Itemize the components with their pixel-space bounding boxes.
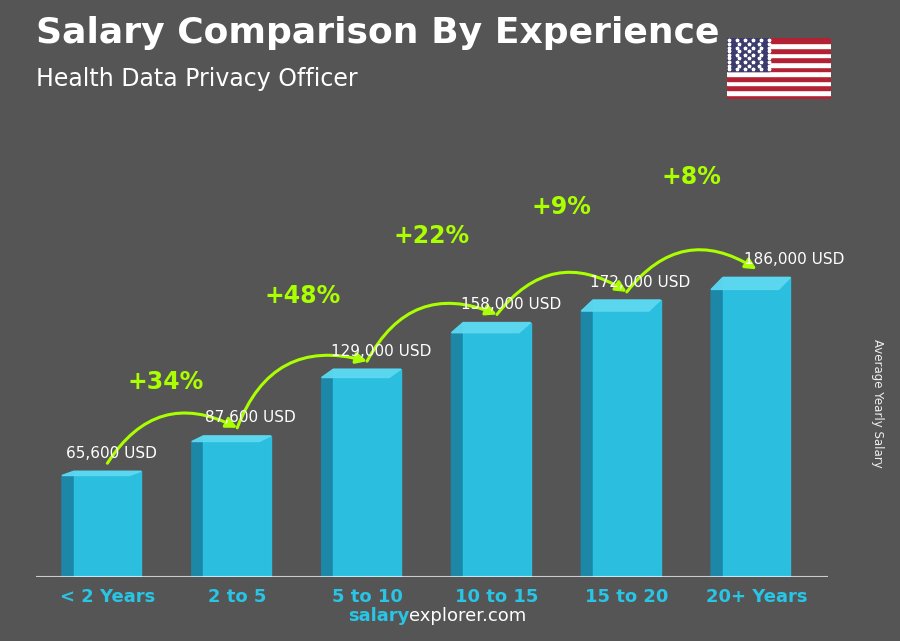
- Text: Health Data Privacy Officer: Health Data Privacy Officer: [36, 67, 357, 91]
- Text: 158,000 USD: 158,000 USD: [461, 297, 561, 312]
- Polygon shape: [203, 436, 271, 577]
- Bar: [727, 62, 831, 67]
- Bar: [727, 53, 831, 57]
- Text: 65,600 USD: 65,600 USD: [66, 446, 157, 461]
- Bar: [727, 76, 831, 81]
- Bar: [727, 43, 831, 48]
- Text: Average Yearly Salary: Average Yearly Salary: [871, 340, 884, 468]
- Text: +8%: +8%: [662, 165, 722, 189]
- Polygon shape: [464, 322, 531, 577]
- Text: +48%: +48%: [264, 284, 340, 308]
- Polygon shape: [74, 471, 141, 577]
- Bar: [727, 57, 831, 62]
- Text: salary: salary: [348, 607, 410, 625]
- Text: 129,000 USD: 129,000 USD: [330, 344, 431, 359]
- Bar: [727, 95, 831, 99]
- Polygon shape: [321, 369, 400, 378]
- Text: +34%: +34%: [128, 370, 204, 394]
- Polygon shape: [581, 300, 661, 311]
- Polygon shape: [723, 278, 790, 577]
- Polygon shape: [711, 278, 790, 290]
- Bar: [727, 90, 831, 95]
- Bar: [727, 71, 831, 76]
- Polygon shape: [452, 322, 531, 333]
- Bar: [727, 38, 769, 71]
- Polygon shape: [333, 369, 400, 577]
- Text: 172,000 USD: 172,000 USD: [590, 274, 690, 290]
- Bar: [727, 81, 831, 85]
- Polygon shape: [321, 369, 333, 577]
- Text: +9%: +9%: [532, 196, 592, 219]
- Polygon shape: [452, 322, 464, 577]
- Text: 87,600 USD: 87,600 USD: [205, 410, 295, 426]
- Polygon shape: [581, 300, 593, 577]
- Bar: [727, 48, 831, 53]
- Polygon shape: [711, 278, 723, 577]
- Bar: [727, 67, 831, 71]
- Bar: [727, 85, 831, 90]
- Text: explorer.com: explorer.com: [410, 607, 526, 625]
- Polygon shape: [593, 300, 661, 577]
- Polygon shape: [192, 436, 271, 442]
- Polygon shape: [62, 471, 141, 476]
- Bar: [727, 38, 831, 43]
- Text: 186,000 USD: 186,000 USD: [743, 252, 844, 267]
- Polygon shape: [192, 436, 203, 577]
- Polygon shape: [62, 471, 74, 577]
- Text: Salary Comparison By Experience: Salary Comparison By Experience: [36, 16, 719, 50]
- Text: +22%: +22%: [394, 224, 470, 249]
